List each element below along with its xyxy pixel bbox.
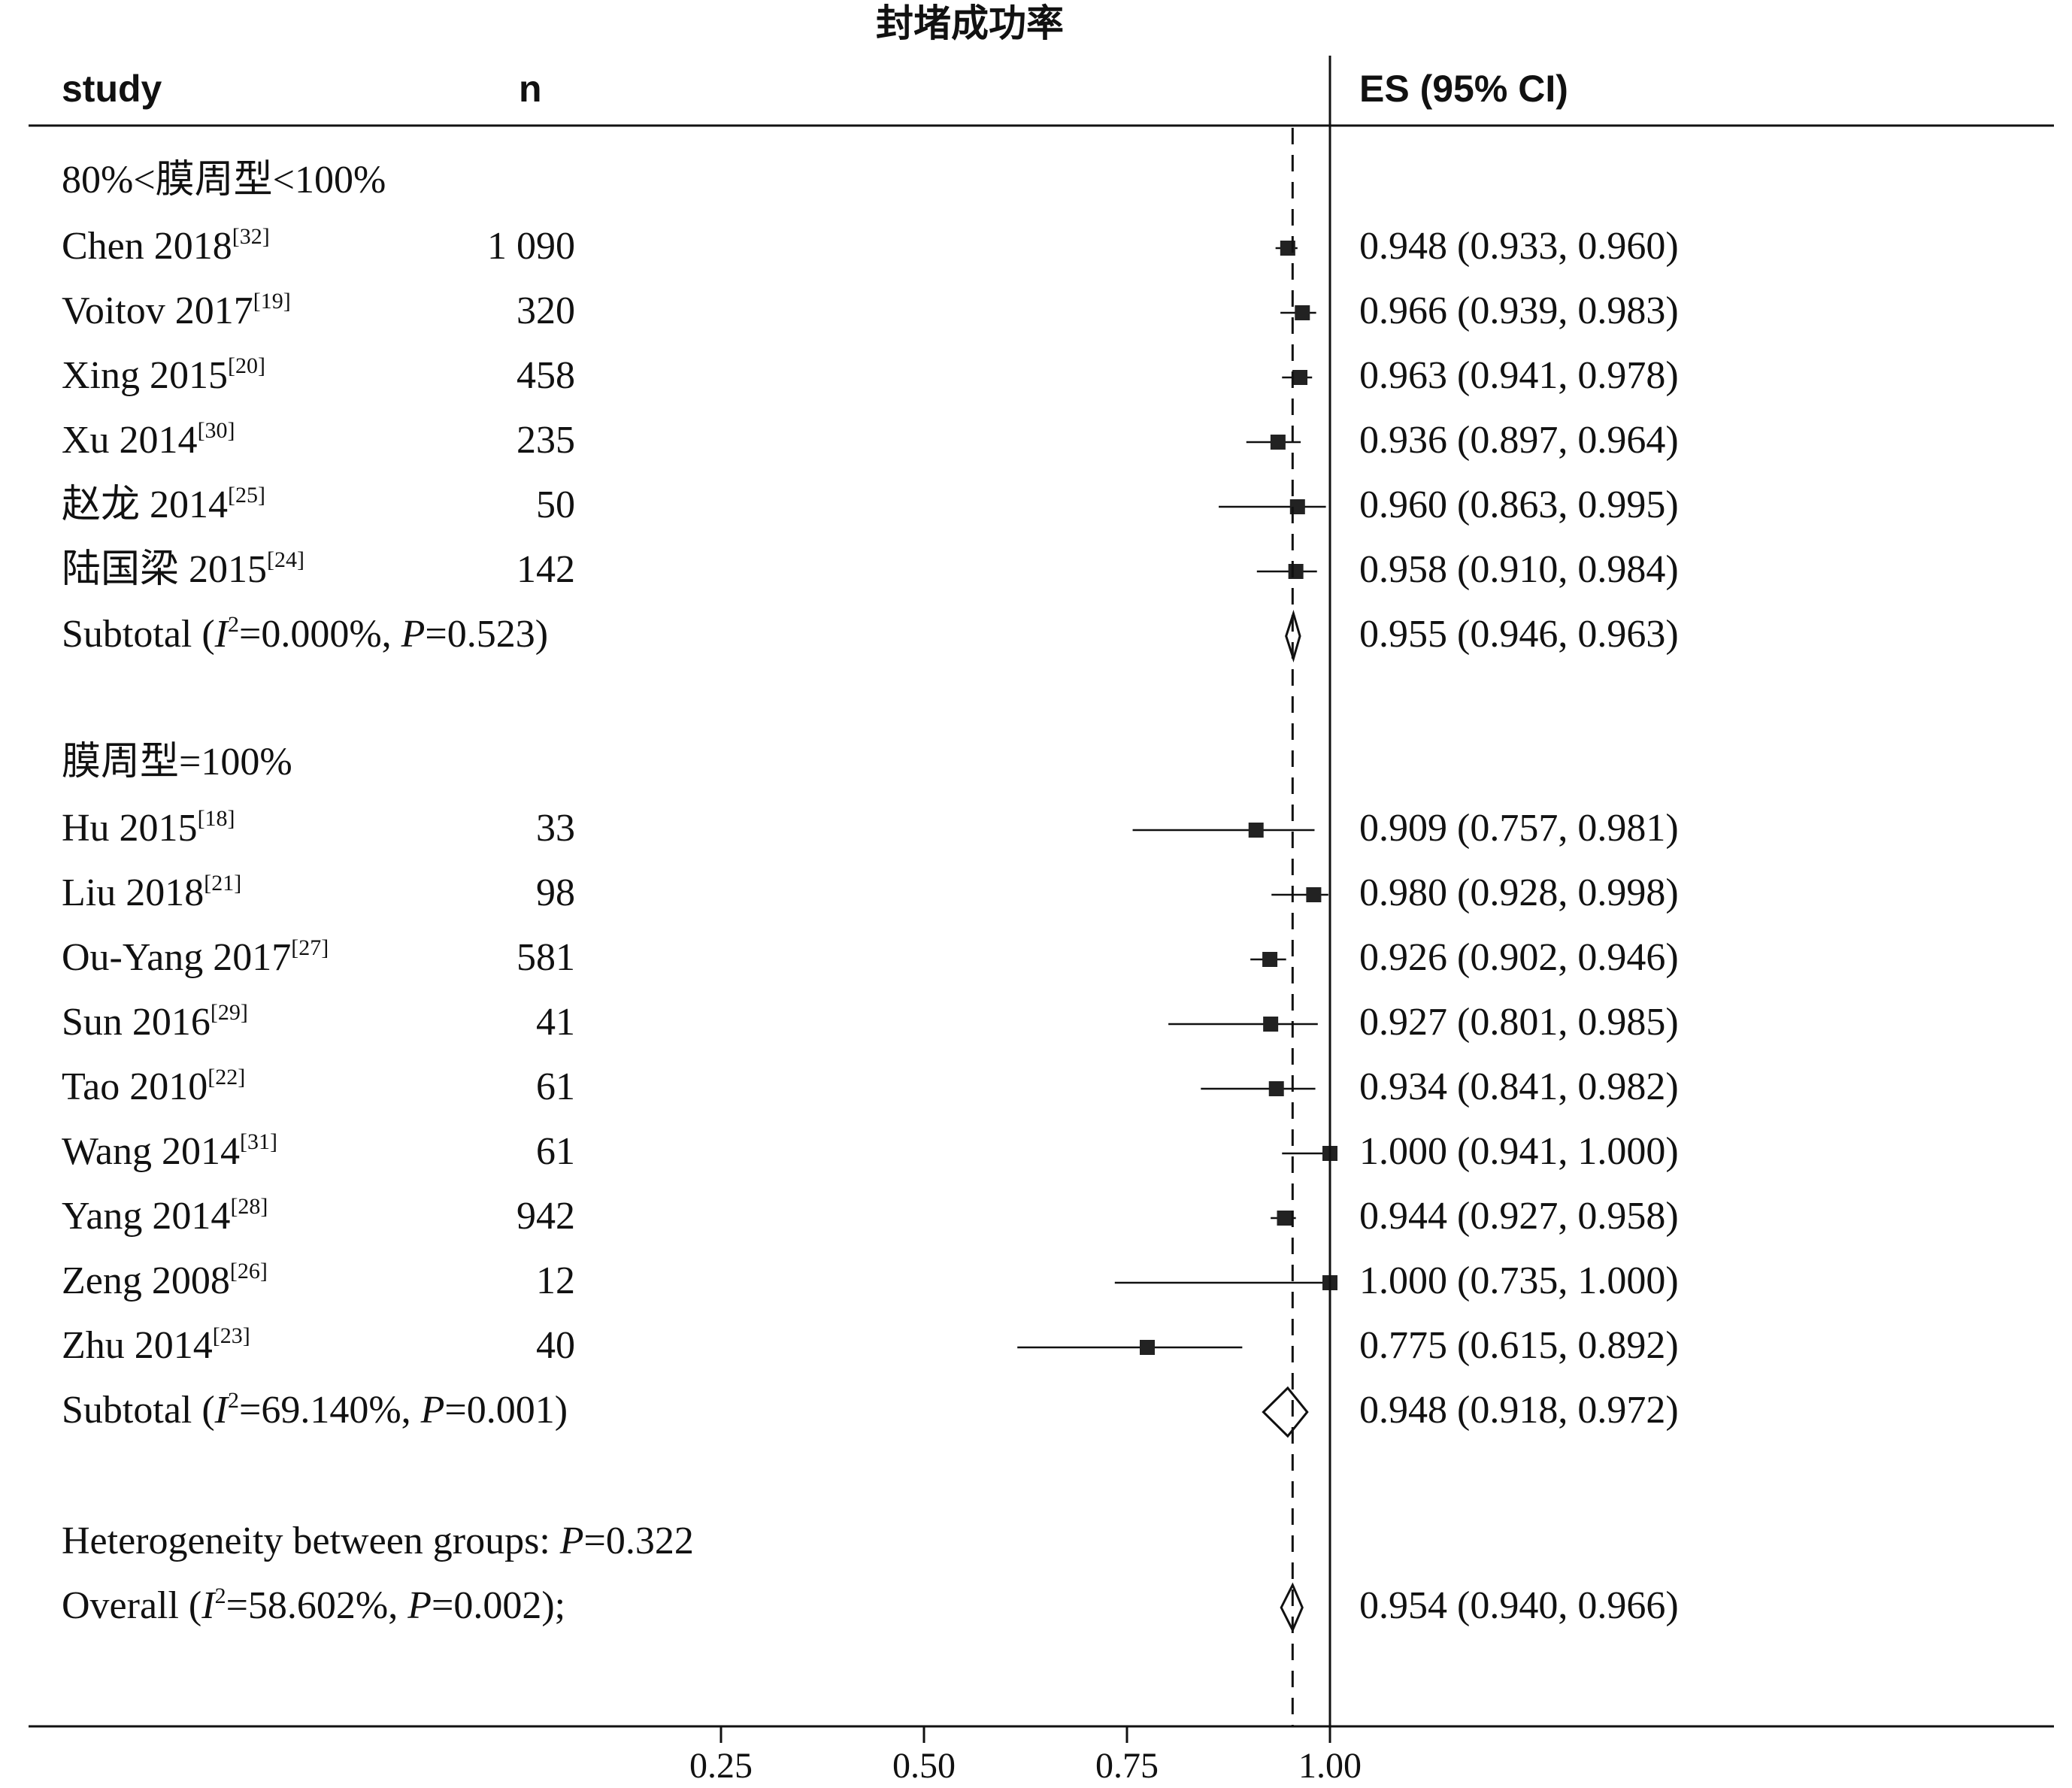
effect-square [1292,370,1308,385]
study-n: 33 [536,807,575,850]
effect-square [1268,1081,1284,1096]
study-es-text: 1.000 (0.735, 1.000) [1359,1259,1679,1302]
study-n: 41 [536,1001,575,1044]
study-es-text: 0.980 (0.928, 0.998) [1359,871,1679,914]
column-header-es: ES (95% CI) [1359,68,1568,110]
group-label: 80%<膜周型<100% [62,159,386,202]
effect-square [1306,887,1322,902]
study-name: Zeng 2008[26] [62,1259,268,1302]
study-n: 235 [516,419,575,462]
study-n: 12 [536,1259,575,1302]
study-name: Zhu 2014[23] [62,1323,250,1367]
overall-label: Overall (I2=58.602%, P=0.002); [62,1583,565,1627]
x-tick-label: 0.25 [689,1746,753,1786]
study-n: 458 [516,354,575,397]
study-es-text: 0.958 (0.910, 0.984) [1359,548,1679,591]
forest-marks [1017,56,1337,1726]
study-name: Yang 2014[28] [62,1194,268,1238]
study-es-text: 0.948 (0.933, 0.960) [1359,225,1679,268]
chart-title: 封堵成功率 [876,2,1064,44]
overall-es-text: 0.954 (0.940, 0.966) [1359,1584,1679,1627]
study-es-text: 0.934 (0.841, 0.982) [1359,1065,1679,1108]
study-n: 98 [536,871,575,914]
effect-square [1140,1340,1155,1355]
pooled-diamond [1285,609,1301,663]
column-header-n: n [519,68,542,110]
column-header-study: study [62,68,162,110]
effect-square [1277,1211,1292,1226]
study-name: Voitov 2017[19] [62,289,291,332]
pooled-diamond [1280,1582,1304,1633]
heterogeneity-label: Heterogeneity between groups: P=0.322 [62,1520,694,1562]
study-name: Hu 2015[18] [62,806,235,850]
study-name: Sun 2016[29] [62,1000,248,1044]
group-label: 膜周型=100% [62,741,292,783]
study-n: 61 [536,1130,575,1173]
study-n: 50 [536,483,575,526]
effect-square [1248,823,1264,838]
subtotal-label: Subtotal (I2=0.000%, P=0.523) [62,612,548,656]
effect-square [1288,564,1304,579]
x-tick-label: 0.75 [1095,1746,1159,1786]
study-es-text: 0.927 (0.801, 0.985) [1359,1001,1679,1044]
study-es-text: 0.909 (0.757, 0.981) [1359,807,1679,850]
study-es-text: 0.926 (0.902, 0.946) [1359,936,1679,979]
study-es-text: 0.960 (0.863, 0.995) [1359,483,1679,526]
study-n: 581 [516,936,575,979]
study-name: Tao 2010[22] [62,1065,245,1108]
effect-square [1262,952,1278,967]
study-name: 陆国梁 2015[24] [62,547,304,591]
subtotal-es-text: 0.948 (0.918, 0.972) [1359,1389,1679,1432]
study-name: Xu 2014[30] [62,418,235,462]
effect-square [1295,305,1310,320]
study-name: Liu 2018[21] [62,871,241,914]
study-es-text: 0.944 (0.927, 0.958) [1359,1195,1679,1238]
study-es-text: 0.966 (0.939, 0.983) [1359,289,1679,332]
study-n: 61 [536,1065,575,1108]
pooled-diamond [1262,1386,1309,1438]
study-name: Ou-Yang 2017[27] [62,935,329,979]
study-n: 320 [516,289,575,332]
study-es-text: 0.936 (0.897, 0.964) [1359,419,1679,462]
x-tick-label: 1.00 [1298,1746,1362,1786]
study-name: Wang 2014[31] [62,1129,277,1173]
study-name: Xing 2015[20] [62,353,265,397]
study-n: 1 090 [487,225,575,268]
effect-square [1270,435,1286,450]
study-n: 40 [536,1324,575,1367]
subtotal-label: Subtotal (I2=69.140%, P=0.001) [62,1388,568,1432]
study-name: Chen 2018[32] [62,224,270,268]
effect-square [1263,1017,1279,1032]
subtotal-es-text: 0.955 (0.946, 0.963) [1359,613,1679,656]
study-es-text: 1.000 (0.941, 1.000) [1359,1130,1679,1173]
x-tick-label: 0.50 [892,1746,956,1786]
study-es-text: 0.963 (0.941, 0.978) [1359,354,1679,397]
study-n: 942 [516,1195,575,1238]
study-n: 142 [516,548,575,591]
forest-rows: 80%<膜周型<100% Chen 2018[32] 1 090 0.948 (0.9… [62,159,1679,1786]
study-name: 赵龙 2014[25] [62,483,265,526]
study-es-text: 0.775 (0.615, 0.892) [1359,1324,1679,1367]
